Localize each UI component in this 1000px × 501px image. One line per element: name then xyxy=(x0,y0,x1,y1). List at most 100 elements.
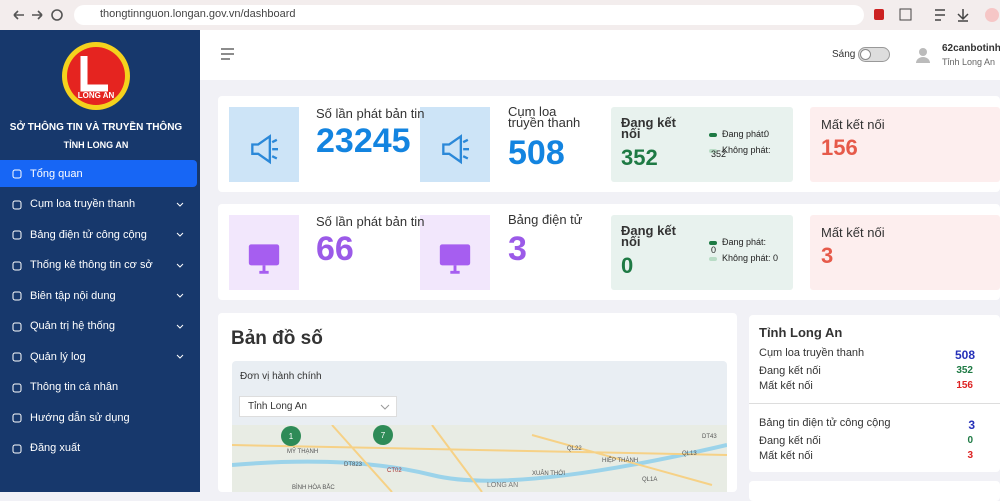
menu-item[interactable]: Tổng quan xyxy=(0,160,197,187)
toggle-knob xyxy=(860,49,871,60)
status-label: Không phát: xyxy=(722,145,771,155)
url-field[interactable] xyxy=(74,5,864,25)
connected-value: 0 xyxy=(621,253,634,278)
group-lost: 3 xyxy=(967,450,973,461)
icon-box xyxy=(229,215,299,290)
filter-label: Đơn vị hành chính xyxy=(240,371,322,382)
select-value: Tỉnh Long An xyxy=(248,401,307,412)
lost-label: Mất kết nối xyxy=(821,225,885,240)
menu-label: Quản lý log xyxy=(30,350,86,363)
menu-icon xyxy=(12,444,22,453)
browser-bar: thongtinnguon.longan.gov.vn/dashboard xyxy=(0,0,1000,30)
status-label: Không phát: xyxy=(722,253,771,263)
menu-item[interactable]: Quản lý log xyxy=(0,343,197,370)
menu-icon xyxy=(12,291,22,301)
connected-label: Đang kết nối xyxy=(621,223,676,249)
avatar xyxy=(916,48,930,63)
icon xyxy=(439,244,471,274)
org-name: SỞ THÔNG TIN VÀ TRUYỀN THÔNG xyxy=(9,122,183,133)
group-connected-label: Đang kết nối xyxy=(759,435,821,447)
theme-label: Sáng xyxy=(832,49,856,60)
map-label: MỸ THẠNH xyxy=(287,448,318,455)
icon-box xyxy=(420,107,490,182)
menu-icon xyxy=(12,413,22,423)
summary-card: Tỉnh Long An Cụm loa truyền thanh 508 Đang… xyxy=(749,315,1000,472)
chevron xyxy=(176,293,184,298)
menu-label: Thống kê thông tin cơ sở xyxy=(30,259,153,271)
status-label: Đang phát: xyxy=(722,129,767,139)
menu-item[interactable]: Thống kê thông tin cơ sở xyxy=(0,252,197,279)
group-label: Cụm loa truyền thanh xyxy=(759,347,865,359)
chevron xyxy=(176,263,184,268)
menu-label: Cụm loa truyền thanh xyxy=(30,198,136,210)
menu-icon xyxy=(12,383,22,392)
menu-icon xyxy=(12,200,22,209)
marker-count: 7 xyxy=(381,431,386,440)
stat-label: Bảng điện tử xyxy=(508,212,583,227)
menu-item[interactable]: Thông tin cá nhân xyxy=(0,374,197,401)
map-marker[interactable] xyxy=(281,426,301,446)
next-card xyxy=(749,481,1000,501)
region-select[interactable]: Tỉnh Long An xyxy=(239,396,397,417)
map-marker[interactable] xyxy=(373,425,393,445)
stat-value: 3 xyxy=(508,230,527,268)
stat-label: Số lần phát bản tin xyxy=(316,214,425,229)
connected-box: Đang kết nối 352 Đang phát: 0 Không phát: 352 xyxy=(611,107,793,182)
group-lost-label: Mất kết nối xyxy=(759,450,813,462)
icon-box xyxy=(420,215,490,290)
menu-label: Bảng điện tử công cộng xyxy=(30,228,147,241)
status-label: Đang phát: xyxy=(722,237,767,247)
legend-dot xyxy=(709,149,717,153)
map-label: DT43 xyxy=(702,434,717,440)
logo-text: LONG AN xyxy=(78,91,115,100)
group-lost: 156 xyxy=(956,380,973,391)
status-value: 0 xyxy=(711,245,717,255)
divider xyxy=(749,403,1000,404)
chevron xyxy=(176,232,184,237)
map-label: CT02 xyxy=(387,468,402,474)
stat-card: Số lần phát bản tin 66 Bảng điện tử 3 Đang k… xyxy=(218,204,1000,300)
menu-toggle[interactable] xyxy=(220,47,236,61)
icon xyxy=(442,134,469,165)
sidebar: LONG AN SỞ THÔNG TIN VÀ TRUYỀN THÔNG TỈN… xyxy=(0,30,200,492)
menu-item[interactable]: Biên tập nội dung xyxy=(0,282,197,309)
header: Sáng 62canbotinh Tỉnh Long An xyxy=(200,30,1000,80)
user-unit: Tỉnh Long An xyxy=(942,57,996,67)
menu-label: Biên tập nội dung xyxy=(30,289,116,302)
map-label: LONG AN xyxy=(487,482,518,489)
menu-item[interactable]: Cụm loa truyền thanh xyxy=(0,191,197,218)
stat-label: Số lần phát bản tin xyxy=(316,106,425,121)
nav-icons xyxy=(13,9,63,21)
group-total: 3 xyxy=(968,418,975,432)
url: thongtinnguon.longan.gov.vn/dashboard xyxy=(100,8,296,20)
group-connected-label: Đang kết nối xyxy=(759,365,821,377)
menu-label: Đăng xuất xyxy=(30,442,81,454)
map-label: QL22 xyxy=(567,446,582,452)
map-panel: Đơn vị hành chính Tỉnh Long An MỸ THẠNH … xyxy=(232,361,727,492)
menu-item[interactable]: Bảng điện tử công cộng xyxy=(0,221,197,248)
theme-toggle[interactable] xyxy=(858,47,890,62)
extension-icons xyxy=(874,8,999,22)
group-connected: 352 xyxy=(956,365,973,376)
lost-box: Mất kết nối 156 xyxy=(810,107,1000,182)
map: MỸ THẠNH DT823 CT02 QL22 HIỆP THÀNH XUÂN… xyxy=(232,425,727,492)
lost-value: 3 xyxy=(821,243,834,268)
summary-title: Tỉnh Long An xyxy=(759,325,843,340)
menu-item[interactable]: Đăng xuất xyxy=(0,435,197,462)
icon xyxy=(251,134,278,165)
menu-item[interactable]: Quản trị hệ thống xyxy=(0,313,197,340)
chevron xyxy=(176,354,184,359)
menu-item[interactable]: Hướng dẫn sử dụng xyxy=(0,404,197,431)
status-value: 352 xyxy=(711,149,727,159)
map-label: HIỆP THÀNH xyxy=(602,456,638,464)
map-title: Bản đồ số xyxy=(231,328,323,349)
group-connected: 0 xyxy=(967,435,973,446)
map-label: BÌNH HÒA BẮC xyxy=(292,483,335,491)
chevron xyxy=(176,324,184,329)
menu-label: Hướng dẫn sử dụng xyxy=(30,411,130,424)
connected-label: Đang kết nối xyxy=(621,115,676,141)
menu-label: Quản trị hệ thống xyxy=(30,320,116,332)
stat-card: Số lần phát bản tin 23245 Cụm loa truyền t… xyxy=(218,96,1000,192)
chevron xyxy=(176,202,184,207)
